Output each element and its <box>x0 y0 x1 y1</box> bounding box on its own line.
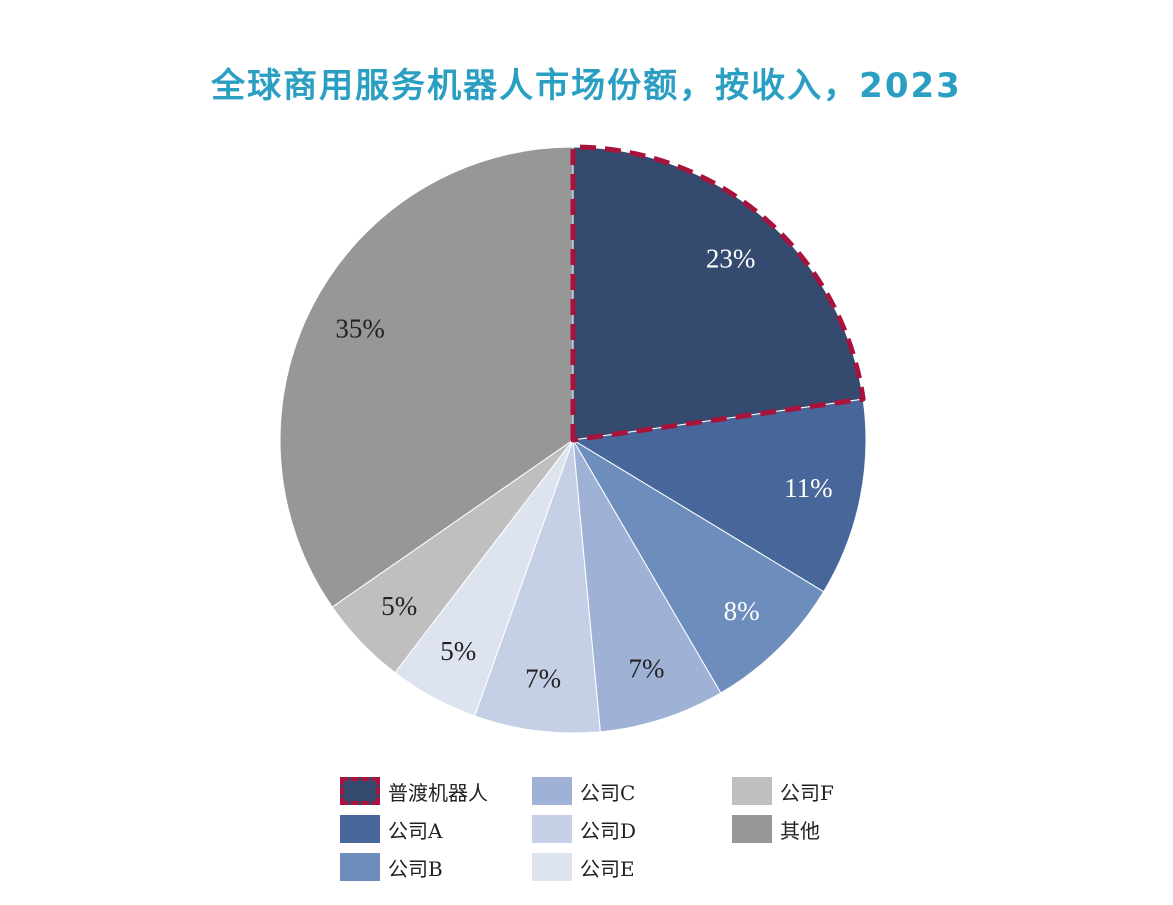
pie-slice-label-5: 7% <box>525 663 561 693</box>
legend-item-4: 公司C <box>532 776 635 806</box>
pie-labels: 23% 11% 8% 7% 7% 5% 5% 35% <box>335 244 832 694</box>
pie-slice-label-6: 5% <box>440 636 476 666</box>
pie-slice-label-7: 5% <box>381 591 417 621</box>
pie-slice-label-3: 8% <box>724 596 760 626</box>
legend-label: 公司A <box>388 818 443 843</box>
pie-slice-label-4: 7% <box>629 654 665 684</box>
pie-slices <box>279 146 867 734</box>
legend-item-2: 公司A <box>340 814 442 844</box>
legend-label: 其他 <box>780 818 820 843</box>
highlight-border <box>570 144 866 443</box>
legend-item-6: 公司E <box>532 852 635 882</box>
legend-item-5: 公司D <box>532 814 636 844</box>
legend-label: 公司F <box>780 780 834 805</box>
legend-item-3: 公司B <box>340 852 443 882</box>
legend-swatch <box>532 853 572 881</box>
pie-slice-8 <box>279 146 574 608</box>
legend-item-8: 其他 <box>732 814 820 844</box>
legend-swatch <box>340 853 380 881</box>
legend-swatch <box>532 815 572 843</box>
pie-slice-label-8: 35% <box>335 314 385 344</box>
legend: 普渡机器人公司A 公司B 公司C 公司D 公司E 公司F 其他 <box>340 776 900 896</box>
pie-slice-1 <box>572 146 864 441</box>
pie-slice-4 <box>572 439 722 733</box>
legend-swatch <box>532 777 572 805</box>
legend-label: 公司C <box>580 780 636 805</box>
pie-slice-3 <box>572 439 825 694</box>
legend-swatch <box>340 815 380 843</box>
legend-label: 公司E <box>580 856 635 881</box>
legend-label: 普渡机器人 <box>388 780 488 805</box>
legend-label: 公司D <box>580 818 637 843</box>
legend-swatch <box>732 777 772 805</box>
legend-label: 公司B <box>388 856 443 881</box>
legend-swatch <box>732 815 772 843</box>
legend-item-1: 普渡机器人 <box>340 776 488 806</box>
chart-title: 全球商用服务机器人市场份额，按收入，2023 <box>211 66 962 106</box>
legend-item-7: 公司F <box>732 776 834 806</box>
pie-slice-label-1: 23% <box>706 244 756 274</box>
legend-swatch <box>340 777 380 805</box>
pie-slice-2 <box>571 398 867 593</box>
pie-slice-5 <box>474 439 601 734</box>
pie-slice-label-2: 11% <box>784 473 833 503</box>
